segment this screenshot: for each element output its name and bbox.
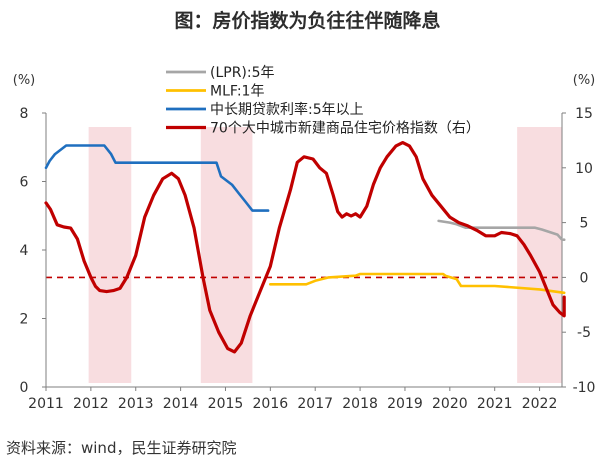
x-tick-label-10: 2021: [477, 396, 513, 412]
source-note: 资料来源：wind，民生证券研究院: [6, 439, 237, 457]
axes: (%) (%) 0 2 4 6 8 -10 -5 0 5 10 15 2011 2012 2013 2014…: [13, 73, 596, 412]
right-tick-label-4: 10: [575, 161, 593, 177]
left-tick-label-3: 6: [20, 175, 29, 191]
left-tick-label-4: 8: [20, 106, 29, 122]
series-line-0: [437, 219, 566, 241]
x-tick-label-0: 2011: [28, 396, 64, 412]
right-tick-label-0: -10: [573, 380, 596, 396]
series-line-1: [268, 272, 566, 295]
right-tick-label-2: 0: [580, 270, 589, 286]
series-lines: [44, 141, 566, 354]
x-tick-label-2: 2013: [118, 396, 154, 412]
x-tick-label-3: 2014: [163, 396, 199, 412]
legend-label-0: (LPR):5年: [210, 65, 275, 81]
dual-axis-line-chart: (%) (%) 0 2 4 6 8 -10 -5 0 5 10 15 2011 2012 2013 2014…: [13, 65, 596, 412]
right-tick-label-3: 5: [580, 216, 589, 232]
legend-label-3: 70个大中城市新建商品住宅价格指数（右）: [210, 120, 480, 137]
right-tick-label-5: 15: [575, 106, 593, 122]
shaded-period-2: [517, 127, 562, 383]
legend-label-2: 中长期贷款利率:5年以上: [210, 101, 364, 118]
x-tick-label-6: 2017: [297, 396, 333, 412]
x-tick-label-7: 2018: [342, 396, 378, 412]
x-tick-label-8: 2019: [387, 396, 423, 412]
x-tick-label-11: 2022: [522, 396, 558, 412]
shaded-period-0: [88, 127, 132, 383]
left-tick-label-1: 2: [20, 312, 29, 328]
right-axis-unit: (%): [573, 73, 596, 88]
left-tick-label-0: 0: [20, 380, 29, 396]
legend-label-1: MLF:1年: [210, 84, 264, 100]
chart-title: 图：房价指数为负往往伴随降息: [174, 10, 441, 32]
series-line-3: [44, 141, 566, 354]
x-tick-label-9: 2020: [432, 396, 468, 412]
shaded-periods: [88, 127, 562, 383]
x-tick-label-1: 2012: [73, 396, 109, 412]
left-axis-unit: (%): [13, 73, 36, 88]
x-tick-label-5: 2016: [253, 396, 289, 412]
left-tick-label-2: 4: [20, 243, 29, 259]
series-line-2: [44, 144, 270, 212]
right-tick-label-1: -5: [577, 325, 591, 341]
x-tick-label-4: 2015: [208, 396, 244, 412]
